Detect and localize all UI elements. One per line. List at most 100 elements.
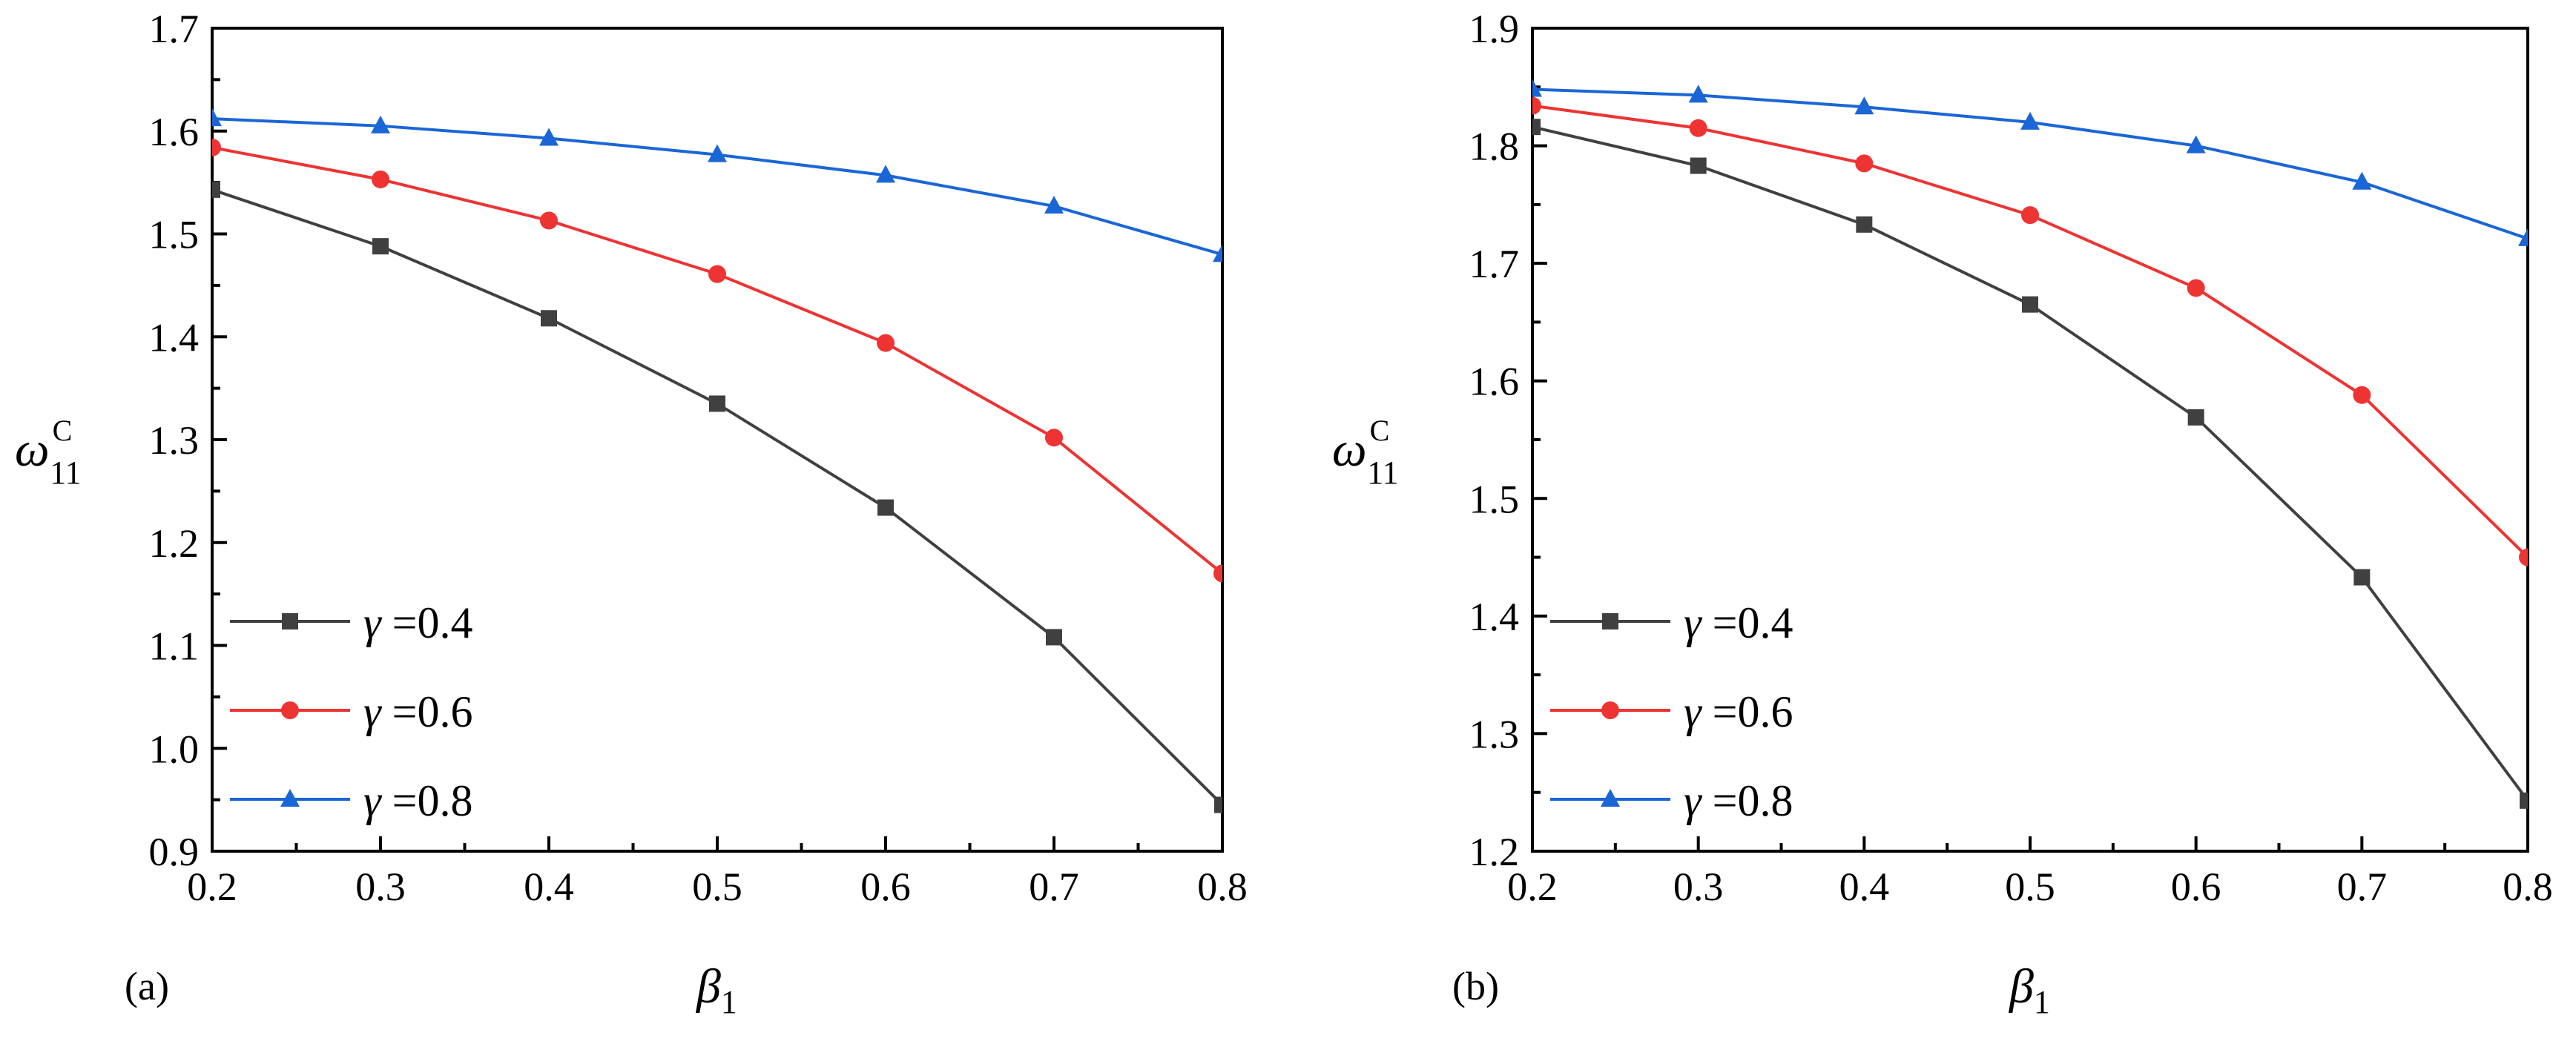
data-point — [877, 499, 894, 516]
data-point — [2020, 111, 2040, 130]
data-point — [2022, 296, 2038, 313]
data-point — [371, 115, 390, 133]
y-tick-label: 1.7 — [149, 7, 200, 51]
data-point — [1689, 119, 1707, 137]
legend: γ =0.4 γ =0.6 γ =0.8 — [230, 598, 473, 825]
data-point — [709, 395, 725, 412]
y-tick-label: 1.1 — [149, 624, 200, 669]
y-tick-label: 1.9 — [1469, 7, 1520, 51]
data-point — [2353, 569, 2371, 586]
legend-marker — [280, 789, 300, 807]
panel-label: (a) — [125, 964, 169, 1008]
x-tick-label: 0.6 — [860, 865, 911, 909]
data-point — [1213, 564, 1222, 583]
y-tick-label: 1.4 — [149, 315, 200, 360]
series-line-3 — [212, 117, 1222, 257]
legend-marker — [1601, 789, 1620, 807]
legend-marker — [282, 613, 298, 629]
series-group — [212, 108, 1222, 813]
x-tick-label: 0.6 — [2171, 865, 2221, 909]
y-tick-label: 1.4 — [1469, 595, 1520, 639]
chart-panel-b: 0.2 0.3 0.4 0.5 0.6 0.7 0.8 1.2 1.3 1.4 1.5 1.6 1.7 1… — [1332, 7, 2553, 1020]
data-point — [2021, 206, 2039, 225]
x-axis-label: β1 — [695, 959, 737, 1020]
y-tick-label: 1.5 — [1469, 477, 1520, 521]
y-tick-label: 1.0 — [149, 727, 200, 771]
data-point — [2353, 386, 2371, 404]
x-tick-label: 0.8 — [1197, 865, 1248, 909]
legend-label: γ =0.8 — [1684, 776, 1793, 825]
y-axis-label: ω C 11 — [1332, 414, 1399, 491]
x-tick-label: 0.4 — [1839, 865, 1890, 909]
data-point — [212, 108, 222, 127]
plot-frame — [1531, 27, 2529, 853]
panel-label: (b) — [1452, 964, 1499, 1008]
legend-marker — [1601, 701, 1619, 719]
data-point — [708, 144, 727, 162]
y-tick-label: 1.3 — [149, 418, 200, 463]
data-point — [708, 265, 726, 283]
legend-marker — [281, 701, 299, 719]
data-point — [1532, 79, 1542, 97]
series-group — [1532, 79, 2528, 809]
legend: γ =0.4 γ =0.6 γ =0.8 — [1550, 598, 1793, 825]
x-tick-label: 0.5 — [692, 865, 742, 909]
y-tick-label: 1.5 — [149, 213, 200, 257]
data-point — [1213, 244, 1222, 262]
y-tick-label: 1.7 — [1469, 242, 1520, 286]
data-point — [1855, 154, 1874, 173]
legend-label: γ =0.4 — [1684, 598, 1793, 647]
chart-panel-a: 0.2 0.3 0.4 0.5 0.6 0.7 0.8 0.9 1.0 1.1 1.2 1.3 1.4 1… — [15, 7, 1248, 1020]
data-point — [541, 310, 557, 327]
y-tick-label: 1.3 — [1469, 712, 1520, 756]
x-tick-label: 0.8 — [2503, 865, 2553, 909]
series-line-2 — [1532, 104, 2528, 559]
x-tick-label: 0.4 — [524, 865, 574, 909]
y-tick-label: 1.2 — [1469, 830, 1520, 874]
data-point — [2187, 279, 2205, 297]
data-point — [1046, 629, 1062, 646]
y-axis-label: ω C 11 — [15, 414, 82, 491]
data-point — [1532, 119, 1541, 136]
data-point — [2186, 135, 2206, 153]
x-axis-label: β1 — [2008, 959, 2050, 1020]
x-tick-label: 0.7 — [2337, 865, 2388, 909]
data-point — [540, 211, 558, 230]
data-point — [876, 165, 895, 183]
data-point — [2520, 792, 2528, 809]
data-point — [212, 181, 220, 198]
y-tick-label: 1.8 — [1469, 125, 1520, 169]
data-point — [1688, 85, 1708, 103]
x-tick-label: 0.2 — [187, 865, 237, 909]
data-point — [1044, 196, 1064, 214]
x-tick-label: 0.7 — [1029, 865, 1079, 909]
data-point — [1854, 96, 1874, 115]
y-tick-label: 1.6 — [149, 110, 200, 154]
legend-label: γ =0.6 — [1684, 687, 1793, 736]
data-point — [372, 238, 389, 255]
x-tick-label: 0.3 — [1673, 865, 1724, 909]
data-point — [1045, 429, 1063, 447]
data-point — [1214, 796, 1222, 813]
y-tick-label: 1.2 — [149, 521, 200, 566]
data-point — [372, 170, 389, 188]
y-tick-label: 0.9 — [149, 830, 200, 874]
legend-label: γ =0.4 — [363, 598, 473, 647]
legend-label: γ =0.6 — [363, 687, 473, 736]
series-line-1 — [1532, 125, 2528, 802]
data-point — [877, 334, 895, 352]
data-point — [2518, 228, 2528, 246]
data-point — [2352, 171, 2372, 190]
data-point — [1690, 157, 1707, 174]
x-tick-label: 0.5 — [2005, 865, 2055, 909]
data-point — [539, 128, 559, 146]
data-point — [1532, 96, 1541, 115]
legend-marker — [1602, 613, 1618, 629]
y-tick-label: 1.6 — [1469, 360, 1520, 404]
legend-label: γ =0.8 — [363, 776, 473, 825]
data-point — [2187, 409, 2204, 426]
data-point — [212, 138, 221, 156]
x-tick-label: 0.3 — [355, 865, 406, 909]
data-point — [2519, 548, 2528, 566]
